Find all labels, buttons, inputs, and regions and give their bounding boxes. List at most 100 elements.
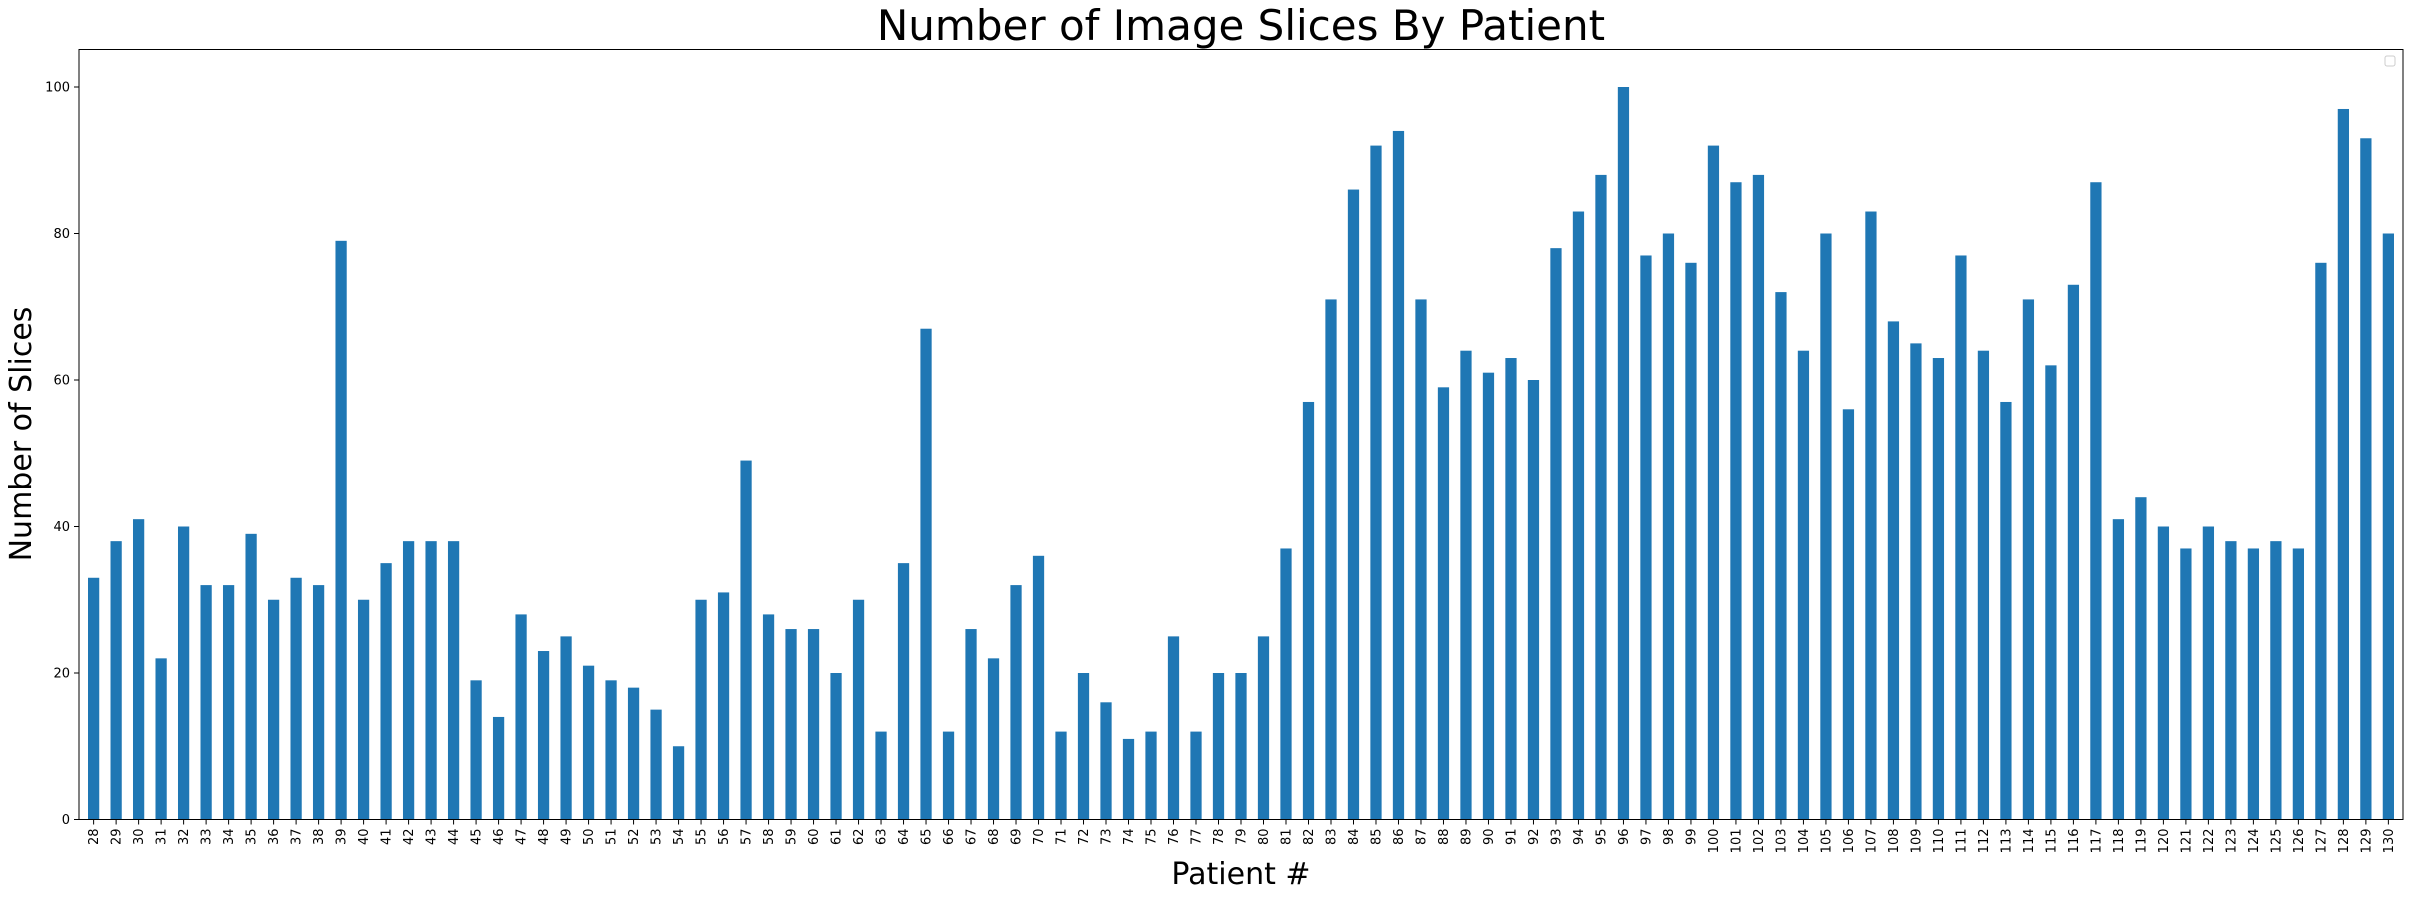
x-tick-label: 38 — [312, 829, 327, 846]
bar-90 — [1482, 372, 1495, 820]
bar-62 — [852, 599, 865, 820]
bar-39 — [335, 240, 347, 820]
bar-45 — [470, 680, 482, 820]
x-tick-label: 122 — [2202, 829, 2217, 854]
bar-61 — [830, 673, 842, 820]
y-tick-label: 20 — [53, 667, 70, 682]
x-tick-label: 92 — [1527, 829, 1542, 846]
bar-86 — [1392, 130, 1405, 820]
x-tick-label: 73 — [1100, 829, 1115, 846]
bar-125 — [2270, 541, 2282, 820]
x-tick-label: 121 — [2179, 829, 2194, 854]
x-tick-label: 65 — [920, 829, 935, 846]
bar-122 — [2202, 526, 2215, 820]
bar-82 — [1302, 401, 1315, 820]
bar-119 — [2135, 497, 2147, 820]
bar-54 — [672, 746, 685, 820]
x-tick-label: 116 — [2067, 829, 2082, 854]
bar-115 — [2045, 365, 2057, 820]
x-tick-label: 100 — [1707, 829, 1722, 854]
bar-123 — [2225, 541, 2237, 820]
bar-107 — [1865, 211, 1877, 820]
bar-47 — [515, 614, 527, 820]
x-tick-label: 107 — [1864, 829, 1879, 854]
bar-113 — [2000, 401, 2012, 820]
x-tick-label: 32 — [177, 829, 192, 846]
bar-109 — [1910, 343, 1922, 820]
x-tick-label: 48 — [537, 829, 552, 846]
y-axis-label: Number of Slices — [4, 307, 39, 562]
x-tick-label: 80 — [1257, 829, 1272, 846]
x-tick-label: 62 — [852, 829, 867, 846]
x-tick-label: 31 — [155, 829, 170, 846]
bar-46 — [492, 716, 505, 820]
bar-49 — [560, 636, 572, 820]
bar-81 — [1280, 548, 1292, 820]
bar-117 — [2090, 182, 2102, 820]
bar-106 — [1842, 409, 1855, 820]
bar-73 — [1100, 702, 1112, 820]
bar-114 — [2022, 299, 2035, 820]
bar-103 — [1775, 292, 1787, 820]
x-tick-label: 70 — [1032, 829, 1047, 846]
bar-series — [88, 87, 2394, 820]
x-tick-label: 71 — [1055, 829, 1070, 846]
bar-60 — [807, 629, 820, 820]
x-tick-label: 87 — [1414, 829, 1429, 846]
bar-67 — [965, 629, 977, 820]
x-tick-label: 35 — [245, 829, 260, 846]
x-tick-label: 97 — [1639, 829, 1654, 846]
x-tick-label: 84 — [1347, 829, 1362, 846]
x-tick-label: 99 — [1684, 829, 1699, 846]
bar-89 — [1460, 350, 1472, 820]
bar-69 — [1010, 585, 1022, 820]
bar-32 — [177, 526, 190, 820]
bar-110 — [1932, 358, 1945, 820]
bar-65 — [920, 328, 932, 820]
x-tick-label: 109 — [1909, 829, 1924, 854]
x-tick-label: 58 — [762, 829, 777, 846]
bar-102 — [1752, 174, 1765, 820]
bar-30 — [132, 519, 145, 820]
bar-52 — [627, 687, 640, 820]
x-tick-label: 115 — [2044, 829, 2059, 854]
bar-79 — [1235, 673, 1247, 820]
bar-37 — [290, 577, 302, 820]
x-tick-label: 127 — [2314, 829, 2329, 854]
x-tick-label: 55 — [695, 829, 710, 846]
bar-95 — [1595, 174, 1607, 820]
x-tick-label: 82 — [1302, 829, 1317, 846]
y-tick-label: 60 — [53, 374, 70, 389]
x-tick-label: 120 — [2157, 829, 2172, 854]
y-tick-label: 100 — [45, 81, 70, 96]
bar-83 — [1325, 299, 1337, 820]
x-tick-label: 44 — [447, 829, 462, 846]
x-tick-label: 59 — [785, 829, 800, 846]
bar-50 — [582, 665, 595, 820]
bar-116 — [2067, 284, 2080, 820]
x-tick-label: 85 — [1369, 829, 1384, 846]
bar-40 — [357, 599, 370, 820]
x-tick-label: 96 — [1617, 829, 1632, 846]
x-tick-label: 76 — [1167, 829, 1182, 846]
bar-96 — [1617, 87, 1630, 820]
bar-78 — [1212, 673, 1225, 820]
x-tick-label: 123 — [2224, 829, 2239, 854]
bar-100 — [1707, 145, 1720, 820]
bar-51 — [605, 680, 617, 820]
x-tick-label: 86 — [1392, 829, 1407, 846]
bar-124 — [2247, 548, 2260, 820]
x-tick-label: 90 — [1482, 829, 1497, 846]
x-tick-label: 40 — [357, 829, 372, 846]
x-tick-label: 69 — [1010, 829, 1025, 846]
bar-38 — [312, 585, 325, 820]
bar-71 — [1055, 731, 1067, 820]
x-tick-label: 77 — [1190, 829, 1205, 846]
x-tick-label: 36 — [267, 829, 282, 846]
x-tick-label: 41 — [380, 829, 395, 846]
x-tick-label: 79 — [1235, 829, 1250, 846]
x-tick-label: 75 — [1145, 829, 1160, 846]
bar-74 — [1122, 738, 1135, 820]
bar-58 — [762, 614, 775, 820]
x-tick-label: 124 — [2247, 829, 2262, 854]
